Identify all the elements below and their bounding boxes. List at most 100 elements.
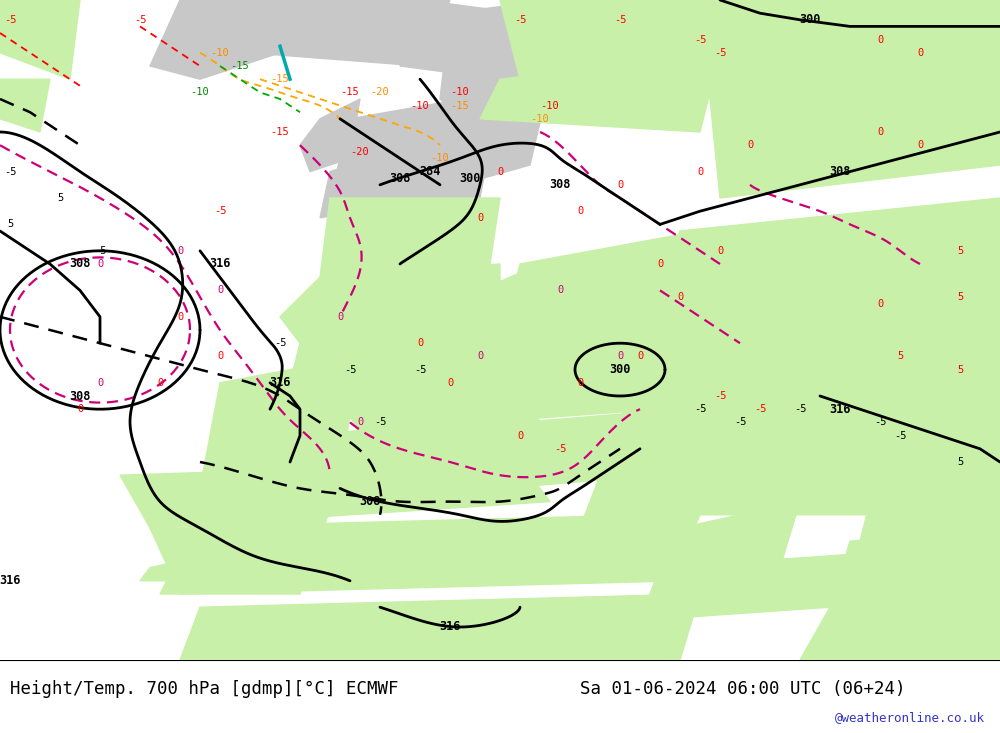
- Text: 316: 316: [269, 376, 291, 389]
- Text: 5: 5: [957, 364, 963, 375]
- Polygon shape: [580, 449, 720, 528]
- Text: 5: 5: [897, 351, 903, 361]
- Polygon shape: [400, 0, 520, 79]
- Text: 0: 0: [77, 404, 83, 414]
- Text: -5: -5: [514, 15, 526, 25]
- Text: 0: 0: [577, 377, 583, 388]
- Polygon shape: [500, 409, 680, 488]
- Polygon shape: [250, 0, 450, 66]
- Text: 300: 300: [799, 13, 821, 26]
- Polygon shape: [830, 528, 1000, 607]
- Polygon shape: [160, 541, 320, 594]
- Text: 0: 0: [177, 312, 183, 322]
- Text: -5: -5: [94, 246, 106, 256]
- Text: 0: 0: [677, 292, 683, 302]
- Text: -10: -10: [541, 100, 559, 111]
- Text: 0: 0: [477, 351, 483, 361]
- Text: 0: 0: [747, 140, 753, 150]
- Text: Height/Temp. 700 hPa [gdmp][°C] ECMWF: Height/Temp. 700 hPa [gdmp][°C] ECMWF: [10, 680, 398, 699]
- Polygon shape: [0, 79, 50, 132]
- Text: -10: -10: [191, 87, 209, 97]
- Text: 0: 0: [877, 34, 883, 45]
- Polygon shape: [300, 99, 360, 172]
- Text: 5: 5: [957, 457, 963, 467]
- Polygon shape: [0, 0, 80, 79]
- Text: -5: -5: [874, 417, 886, 427]
- Text: 308: 308: [69, 389, 91, 402]
- Text: -5: -5: [734, 417, 746, 427]
- Text: -5: -5: [134, 15, 146, 25]
- Text: 300: 300: [609, 363, 631, 376]
- Text: Sa 01-06-2024 06:00 UTC (06+24): Sa 01-06-2024 06:00 UTC (06+24): [580, 680, 906, 699]
- Text: 0: 0: [917, 48, 923, 58]
- Polygon shape: [260, 422, 550, 475]
- Polygon shape: [550, 515, 700, 567]
- Text: 5: 5: [57, 193, 63, 203]
- Text: 316: 316: [0, 574, 21, 587]
- Text: -10: -10: [431, 153, 449, 163]
- Text: -5: -5: [4, 166, 16, 177]
- Text: 300: 300: [459, 172, 481, 185]
- Text: 0: 0: [217, 285, 223, 295]
- Text: -5: -5: [554, 443, 566, 454]
- Polygon shape: [600, 422, 1000, 515]
- Polygon shape: [200, 356, 360, 488]
- Text: -10: -10: [451, 87, 469, 97]
- Polygon shape: [150, 0, 300, 79]
- Text: 5: 5: [7, 219, 13, 229]
- Polygon shape: [180, 594, 700, 660]
- Text: 308: 308: [829, 165, 851, 178]
- Polygon shape: [450, 343, 520, 409]
- Polygon shape: [180, 475, 340, 554]
- Text: -15: -15: [451, 100, 469, 111]
- Text: -15: -15: [271, 74, 289, 84]
- Polygon shape: [500, 231, 700, 343]
- Text: -5: -5: [374, 417, 386, 427]
- Polygon shape: [620, 317, 1000, 429]
- Text: -5: -5: [614, 15, 626, 25]
- Text: 0: 0: [477, 213, 483, 223]
- Polygon shape: [120, 462, 550, 528]
- Text: -5: -5: [794, 404, 806, 414]
- Text: 284: 284: [419, 165, 441, 178]
- Polygon shape: [280, 264, 500, 343]
- Text: 0: 0: [447, 377, 453, 388]
- Text: 0: 0: [177, 246, 183, 256]
- Polygon shape: [640, 554, 850, 620]
- Text: 0: 0: [557, 285, 563, 295]
- Text: 0: 0: [877, 298, 883, 309]
- Text: -5: -5: [214, 206, 226, 216]
- Polygon shape: [470, 396, 520, 442]
- Text: 308: 308: [389, 172, 411, 185]
- Text: -10: -10: [411, 100, 429, 111]
- Text: 0: 0: [637, 351, 643, 361]
- Text: -5: -5: [274, 338, 286, 348]
- Polygon shape: [860, 449, 1000, 541]
- Text: 0: 0: [697, 166, 703, 177]
- Text: 0: 0: [657, 259, 663, 269]
- Polygon shape: [800, 594, 1000, 660]
- Text: 308: 308: [69, 257, 91, 270]
- Text: -15: -15: [341, 87, 359, 97]
- Polygon shape: [460, 264, 540, 356]
- Text: -5: -5: [714, 48, 726, 58]
- Text: 0: 0: [577, 206, 583, 216]
- Text: -15: -15: [271, 127, 289, 137]
- Text: -5: -5: [344, 364, 356, 375]
- Text: 0: 0: [337, 312, 343, 322]
- Text: -10: -10: [531, 114, 549, 124]
- Polygon shape: [140, 561, 180, 581]
- Text: 0: 0: [217, 351, 223, 361]
- Polygon shape: [330, 92, 500, 198]
- Text: 0: 0: [97, 377, 103, 388]
- Text: -5: -5: [414, 364, 426, 375]
- Polygon shape: [150, 515, 680, 594]
- Text: 316: 316: [209, 257, 231, 270]
- Text: -10: -10: [211, 48, 229, 58]
- Polygon shape: [500, 0, 1000, 79]
- Polygon shape: [480, 330, 680, 422]
- Polygon shape: [280, 330, 520, 422]
- Text: 0: 0: [617, 180, 623, 190]
- Text: -5: -5: [714, 391, 726, 401]
- Text: @weatheronline.co.uk: @weatheronline.co.uk: [835, 711, 985, 724]
